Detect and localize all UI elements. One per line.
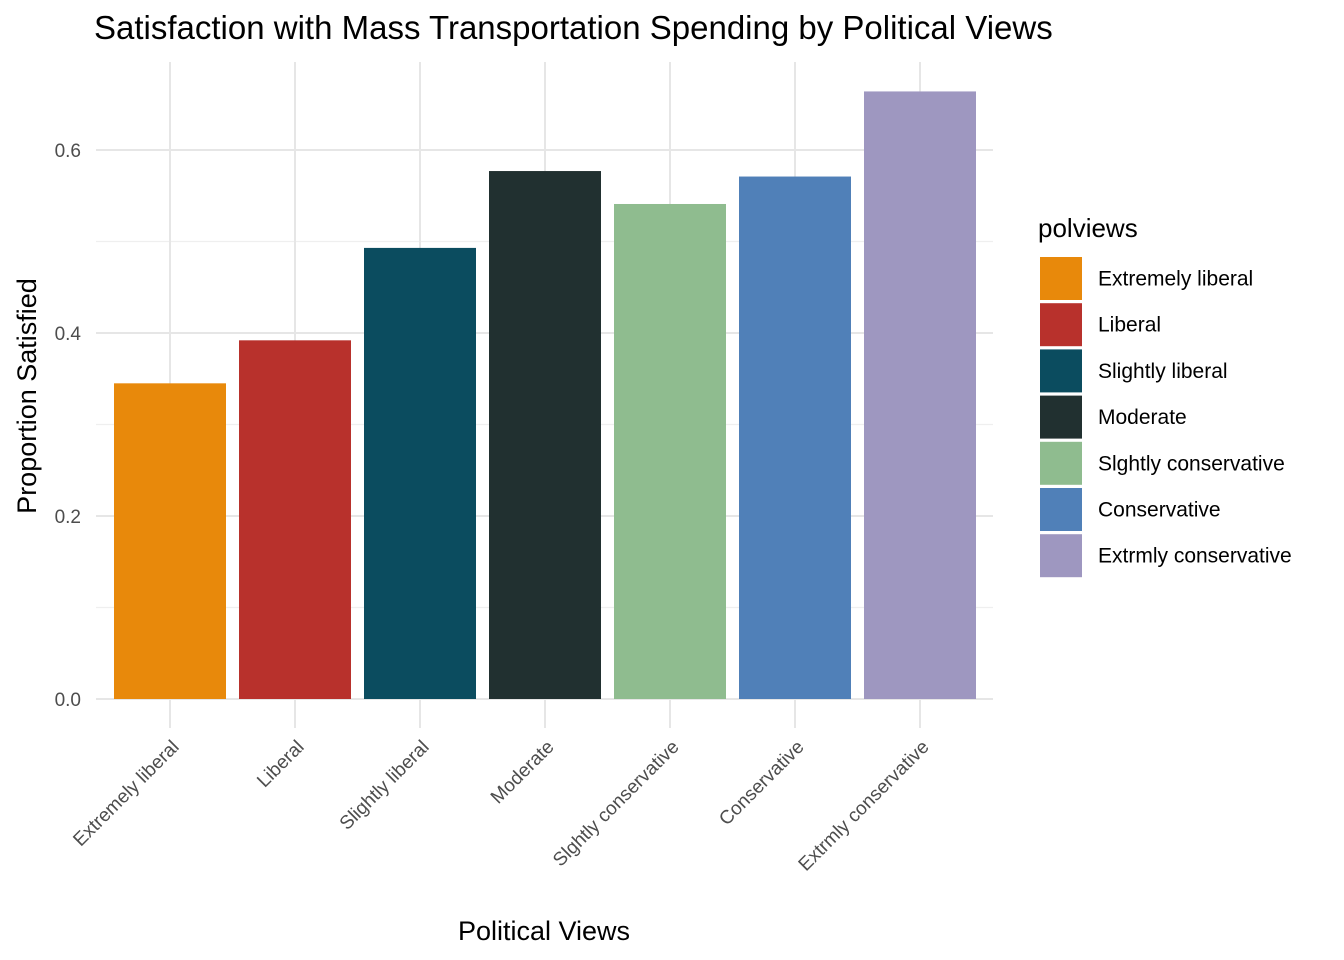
legend-swatch xyxy=(1040,534,1082,577)
y-tick-label: 0.4 xyxy=(55,324,82,345)
bar xyxy=(114,383,226,699)
legend-label: Extrmly conservative xyxy=(1098,545,1292,568)
bar xyxy=(239,340,351,699)
x-tick-label: Extrmly conservative xyxy=(795,737,934,876)
x-tick-label: Extremely liberal xyxy=(69,737,183,851)
legend-label: Moderate xyxy=(1098,406,1187,429)
legend-swatch xyxy=(1040,488,1082,531)
x-axis-title: Political Views xyxy=(458,916,630,946)
legend-swatch xyxy=(1040,442,1082,485)
bar xyxy=(364,248,476,699)
bar xyxy=(489,171,601,699)
chart-title: Satisfaction with Mass Transportation Sp… xyxy=(94,9,1053,46)
bar xyxy=(864,91,976,699)
x-tick-label: Liberal xyxy=(253,737,308,792)
legend: polviews Extremely liberal Liberal Slightl… xyxy=(1038,213,1292,577)
legend-swatch xyxy=(1040,303,1082,346)
y-axis-title: Proportion Satisfied xyxy=(12,278,42,514)
legend-label: Slightly liberal xyxy=(1098,360,1228,383)
legend-label: Slghtly conservative xyxy=(1098,452,1285,475)
legend-label: Extremely liberal xyxy=(1098,268,1253,291)
x-axis-ticks: Extremely liberal Liberal Slightly liberal… xyxy=(69,737,933,876)
legend-swatch xyxy=(1040,349,1082,392)
bars xyxy=(114,91,976,699)
legend-swatch xyxy=(1040,396,1082,439)
bar xyxy=(614,204,726,699)
y-tick-label: 0.0 xyxy=(55,690,81,711)
y-tick-label: 0.2 xyxy=(55,507,81,528)
legend-title: polviews xyxy=(1038,213,1138,243)
legend-label: Conservative xyxy=(1098,499,1221,522)
y-axis-ticks: 0.0 0.2 0.4 0.6 xyxy=(55,141,82,711)
x-tick-label: Moderate xyxy=(487,737,559,809)
x-tick-label: Conservative xyxy=(715,737,808,830)
legend-label: Liberal xyxy=(1098,314,1161,337)
bar xyxy=(739,177,851,699)
x-tick-label: Slghtly conservative xyxy=(549,737,683,871)
x-tick-label: Slightly liberal xyxy=(336,737,434,835)
legend-swatch xyxy=(1040,257,1082,300)
y-tick-label: 0.6 xyxy=(55,141,81,162)
